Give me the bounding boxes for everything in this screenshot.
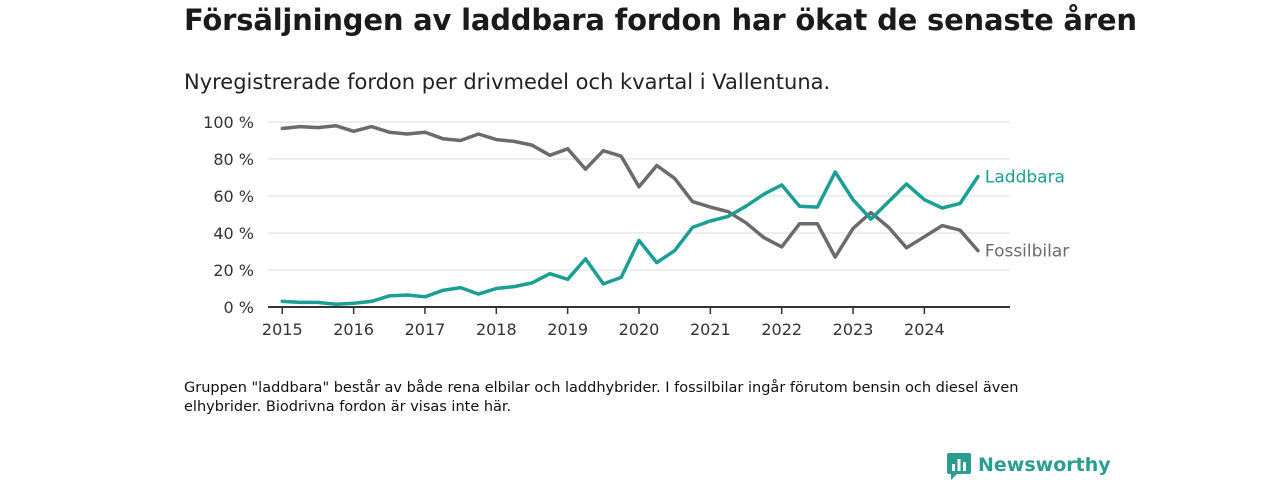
brand-logo[interactable]: Newsworthy [947,450,1111,480]
x-tick-label: 2016 [333,320,374,339]
gridlines [268,121,1010,271]
y-tick-label: 60 % [213,187,254,206]
series-line-fossilbilar [280,123,980,259]
x-tick-label: 2018 [476,320,517,339]
x-tick-label: 2017 [405,320,446,339]
x-tick-label: 2024 [904,320,945,339]
footnote: Gruppen "laddbara" består av både rena e… [184,380,1019,415]
chart-title: Försäljningen av laddbara fordon har öka… [184,3,1137,37]
x-tick-label: 2023 [833,320,874,339]
brand-name: Newsworthy [978,454,1111,476]
chart-subtitle: Nyregistrerade fordon per drivmedel och … [184,70,831,94]
x-tick-label: 2020 [619,320,660,339]
y-tick-label: 40 % [213,224,254,243]
y-tick-label: 0 % [224,298,254,317]
x-tick-label: 2022 [761,320,802,339]
y-tick-label: 80 % [213,150,254,169]
x-tick-label: 2019 [547,320,588,339]
x-tick-label: 2015 [262,320,303,339]
newsworthy-logo-icon [947,453,971,480]
series-label-laddbara: Laddbara [985,168,1065,188]
line-chart: 0 %20 %40 %60 %80 %100 % 2015 2016 2017 201… [203,113,1069,339]
y-tick-label: 100 % [203,113,254,132]
series-labels: Laddbara Fossilbilar [985,168,1069,262]
y-tick-label: 20 % [213,261,254,280]
series-label-fossilbilar: Fossilbilar [985,242,1069,262]
series-line-laddbara [280,170,980,306]
x-axis: 2015 2016 2017 2018 2019 2020 2021 2022 2023 2024 [262,306,1010,339]
x-tick-label: 2021 [690,320,731,339]
series-lines [280,123,980,306]
y-axis-tick-labels: 0 % 20 % 40 % 60 % 80 % 100 % [203,113,254,317]
